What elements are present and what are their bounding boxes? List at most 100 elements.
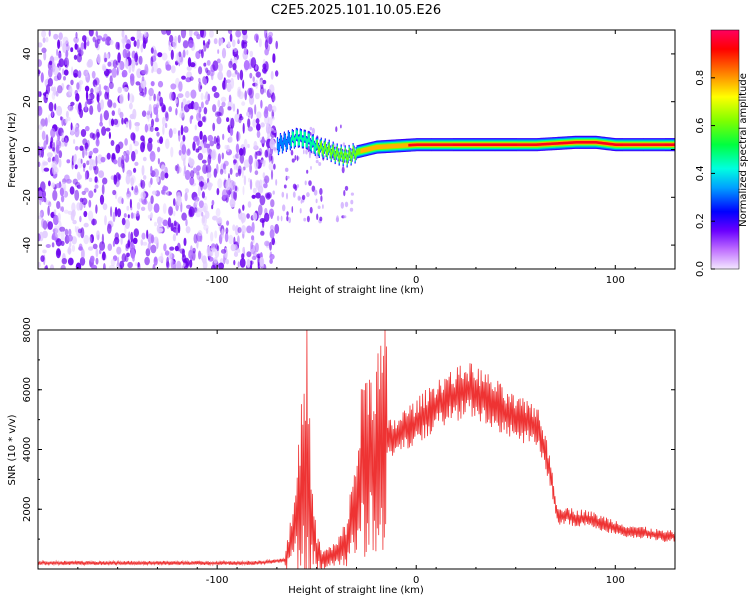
noise-speckle — [45, 244, 51, 248]
noise-speckle — [135, 262, 138, 267]
noise-speckle — [164, 250, 170, 256]
noise-speckle — [217, 153, 221, 165]
noise-speckle — [51, 235, 55, 240]
transition-speckle — [309, 126, 313, 131]
noise-speckle — [58, 58, 65, 68]
spectrogram-y-tick-label: -40 — [22, 237, 33, 253]
noise-speckle — [138, 55, 143, 65]
noise-speckle — [197, 230, 203, 237]
ridge-cell — [336, 146, 338, 154]
noise-speckle — [41, 47, 47, 54]
ridge-cell — [402, 143, 404, 148]
transition-speckle — [305, 149, 308, 155]
noise-speckle — [185, 218, 188, 227]
transition-speckle — [296, 184, 300, 188]
ridge-cell — [386, 144, 388, 149]
ridge-cell — [421, 143, 423, 146]
ridge-cell — [649, 143, 651, 146]
noise-speckle — [134, 161, 139, 166]
noise-speckle — [216, 116, 222, 125]
noise-speckle — [211, 247, 216, 253]
noise-speckle — [185, 127, 189, 133]
ridge-cell — [395, 143, 397, 149]
ridge-cell — [432, 143, 434, 146]
ridge-cell — [565, 141, 567, 145]
noise-speckle — [49, 140, 53, 149]
noise-speckle — [77, 49, 84, 57]
ridge-cell — [290, 137, 292, 147]
noise-speckle — [272, 94, 276, 102]
ridge-cell — [293, 138, 295, 147]
ridge-cell — [332, 145, 334, 152]
noise-speckle — [73, 54, 78, 60]
ridge-cell — [619, 143, 621, 146]
ridge-cell — [631, 143, 633, 146]
noise-speckle — [73, 36, 79, 44]
noise-speckle — [56, 72, 62, 81]
noise-speckle — [184, 169, 191, 181]
ridge-cell — [439, 143, 441, 146]
noise-speckle — [156, 67, 162, 75]
transition-speckle — [304, 180, 307, 186]
noise-speckle — [43, 140, 47, 150]
noise-speckle — [193, 207, 198, 213]
noise-speckle — [159, 96, 164, 107]
noise-speckle — [239, 113, 243, 119]
noise-speckle — [40, 147, 45, 158]
noise-speckle — [258, 38, 262, 48]
noise-speckle — [99, 113, 103, 124]
ridge-cell — [337, 151, 339, 158]
noise-speckle — [207, 38, 211, 45]
noise-speckle — [53, 86, 57, 96]
ridge-cell — [309, 140, 311, 149]
ridge-cell — [367, 147, 369, 152]
noise-speckle — [212, 215, 218, 221]
noise-speckle — [182, 258, 188, 264]
transition-speckle — [349, 207, 354, 212]
ridge-cell — [357, 148, 359, 155]
ridge-cell — [630, 143, 632, 146]
noise-speckle — [112, 240, 115, 247]
ridge-cell — [579, 141, 581, 144]
noise-speckle — [169, 246, 175, 251]
noise-speckle — [42, 161, 49, 166]
ridge-cell — [428, 143, 430, 146]
ridge-cell — [429, 143, 431, 146]
noise-speckle — [183, 171, 186, 177]
noise-speckle — [102, 251, 106, 261]
ridge-cell — [547, 142, 549, 146]
ridge-cell — [563, 141, 565, 145]
noise-speckle — [270, 169, 274, 180]
noise-speckle — [242, 79, 245, 89]
ridge-cell — [496, 143, 498, 146]
ridge-cell — [331, 147, 333, 155]
noise-speckle — [170, 222, 174, 232]
noise-speckle — [198, 200, 204, 208]
noise-speckle — [268, 152, 272, 163]
noise-speckle — [184, 192, 188, 202]
noise-speckle — [220, 249, 227, 254]
ridge-cell — [347, 153, 349, 160]
noise-speckle — [167, 217, 172, 228]
noise-speckle — [226, 79, 231, 84]
ridge-cell — [340, 147, 342, 154]
noise-speckle — [163, 243, 167, 252]
noise-speckle — [268, 162, 274, 171]
ridge-cell — [342, 156, 344, 164]
spectrogram-axes: -100 0 100 -40 -20 0 20 40 — [22, 30, 676, 286]
noise-speckle — [119, 60, 125, 71]
ridge-cell — [605, 142, 607, 145]
noise-speckle — [269, 229, 275, 239]
noise-speckle — [185, 226, 191, 234]
noise-speckle — [46, 152, 53, 158]
noise-speckle — [229, 127, 234, 136]
noise-speckle — [265, 193, 271, 200]
noise-speckle — [225, 227, 229, 234]
noise-speckle — [220, 96, 227, 103]
ridge-cell — [289, 138, 291, 150]
ridge-cell — [305, 138, 307, 147]
noise-speckle — [90, 88, 94, 94]
noise-speckle — [79, 257, 86, 266]
ridge-cell — [493, 143, 496, 146]
noise-speckle — [47, 77, 54, 87]
